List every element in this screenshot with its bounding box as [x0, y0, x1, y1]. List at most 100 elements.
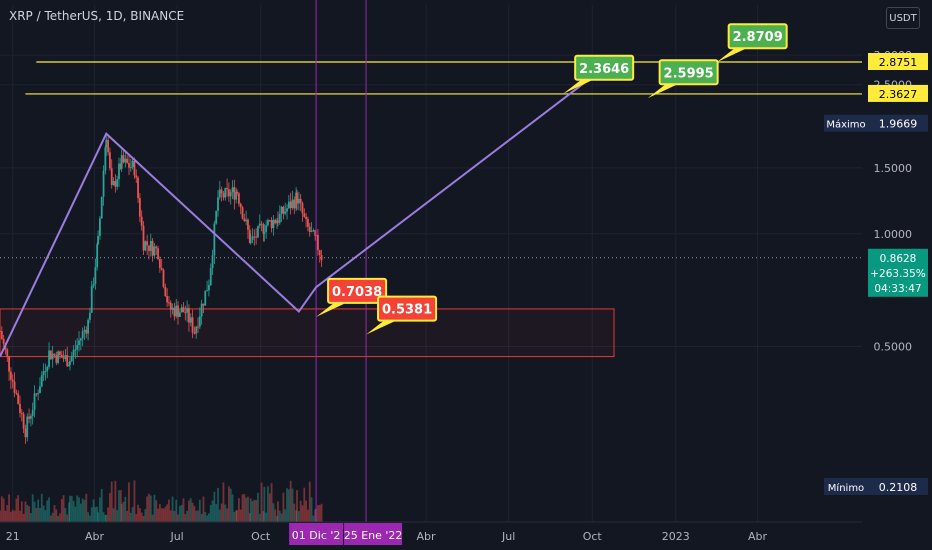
volume-bar — [297, 511, 300, 522]
candle-body — [44, 371, 47, 373]
volume-bar — [90, 507, 93, 522]
volume-bar — [248, 513, 251, 522]
candle-body — [20, 412, 23, 414]
volume-bar — [237, 498, 240, 522]
candle-body — [222, 193, 225, 198]
volume-bar — [177, 514, 179, 522]
candle-body — [253, 236, 256, 238]
volume-bar — [169, 510, 172, 522]
candle-body — [15, 392, 18, 394]
candle-body — [81, 331, 84, 339]
label-text: 2.5995 — [664, 66, 714, 81]
candle-body — [119, 163, 122, 169]
candle-body — [39, 386, 41, 394]
candle-body — [305, 216, 308, 220]
candle-body — [62, 357, 65, 359]
volume-bar — [76, 495, 79, 522]
volume-bar — [59, 513, 61, 522]
volume-bar — [97, 512, 99, 522]
candle-body — [13, 381, 16, 393]
volume-bar — [217, 487, 219, 522]
candle-body — [200, 303, 203, 317]
label-box — [658, 59, 719, 86]
current-price-badge — [868, 248, 928, 297]
candle-body — [206, 290, 208, 292]
candle-body — [195, 326, 198, 334]
volume-bar — [68, 502, 70, 522]
candle-body — [155, 246, 158, 249]
volume-bar — [26, 504, 29, 522]
volume-bar — [189, 498, 192, 522]
candle-body — [53, 353, 56, 356]
candle-body — [66, 355, 69, 367]
label-pointer — [716, 48, 747, 63]
max-value: 1.9669 — [879, 118, 918, 131]
volume-bar — [149, 495, 152, 522]
candle-body — [229, 192, 232, 197]
candle-body — [280, 206, 283, 214]
candle-body — [274, 219, 277, 224]
volume-bar — [180, 504, 183, 522]
candle-body — [11, 379, 14, 382]
volume-bar — [278, 510, 281, 522]
horizontal-levels — [0, 61, 862, 259]
volume-bar — [31, 494, 34, 522]
candle-body — [320, 254, 323, 261]
x-tick-label: 2023 — [662, 530, 690, 543]
volume-bar — [229, 488, 232, 522]
candle-body — [99, 218, 101, 236]
candle-body — [35, 393, 38, 395]
candle-body — [40, 375, 43, 387]
candle-body — [70, 355, 73, 362]
x-tick-label: Jul — [169, 530, 183, 543]
volume-bar — [112, 508, 115, 522]
volume-bar — [295, 510, 298, 522]
volume-bar — [100, 489, 103, 522]
volume-bar — [188, 500, 190, 522]
candle-body — [267, 220, 269, 226]
candle-body — [260, 223, 263, 225]
candle-body — [158, 259, 161, 268]
candle-body — [60, 354, 63, 358]
candle-body — [243, 218, 246, 222]
volume-bar — [53, 505, 56, 522]
candles — [0, 132, 323, 444]
candle-body — [265, 225, 268, 233]
volume-bar — [268, 493, 271, 522]
volume-bar — [83, 499, 86, 522]
volume-bar — [0, 496, 3, 522]
volume-bar — [120, 503, 123, 522]
candle-body — [72, 349, 75, 356]
candle-body — [31, 409, 34, 416]
volume-bar — [282, 492, 285, 522]
volume-bar — [99, 497, 101, 522]
candle-body — [168, 302, 170, 304]
candle-body — [284, 211, 287, 214]
volume-bar — [226, 508, 228, 522]
candle-body — [202, 303, 205, 306]
volume-bar — [128, 482, 130, 522]
marker-badge: 01 Dic '2 — [292, 529, 341, 542]
candle-body — [310, 230, 313, 232]
label-box — [327, 277, 388, 304]
candle-body — [297, 198, 300, 204]
volume-bar — [233, 511, 236, 522]
volume-bar — [257, 492, 259, 522]
volume-bar — [29, 513, 32, 522]
currency-button[interactable]: USDT — [886, 7, 920, 29]
volume-bar — [222, 482, 225, 522]
volume-bar — [215, 504, 218, 522]
candle-body — [303, 213, 306, 217]
volume-bar — [42, 505, 45, 522]
volume-bar — [305, 500, 308, 522]
volume-bar — [236, 509, 238, 522]
volume-bar — [72, 500, 75, 522]
candle-body — [24, 428, 27, 438]
volume-bar — [11, 509, 14, 522]
volume-bar — [17, 495, 20, 522]
candle-body — [291, 199, 294, 209]
candle-body — [295, 192, 298, 209]
candle-body — [277, 220, 279, 223]
